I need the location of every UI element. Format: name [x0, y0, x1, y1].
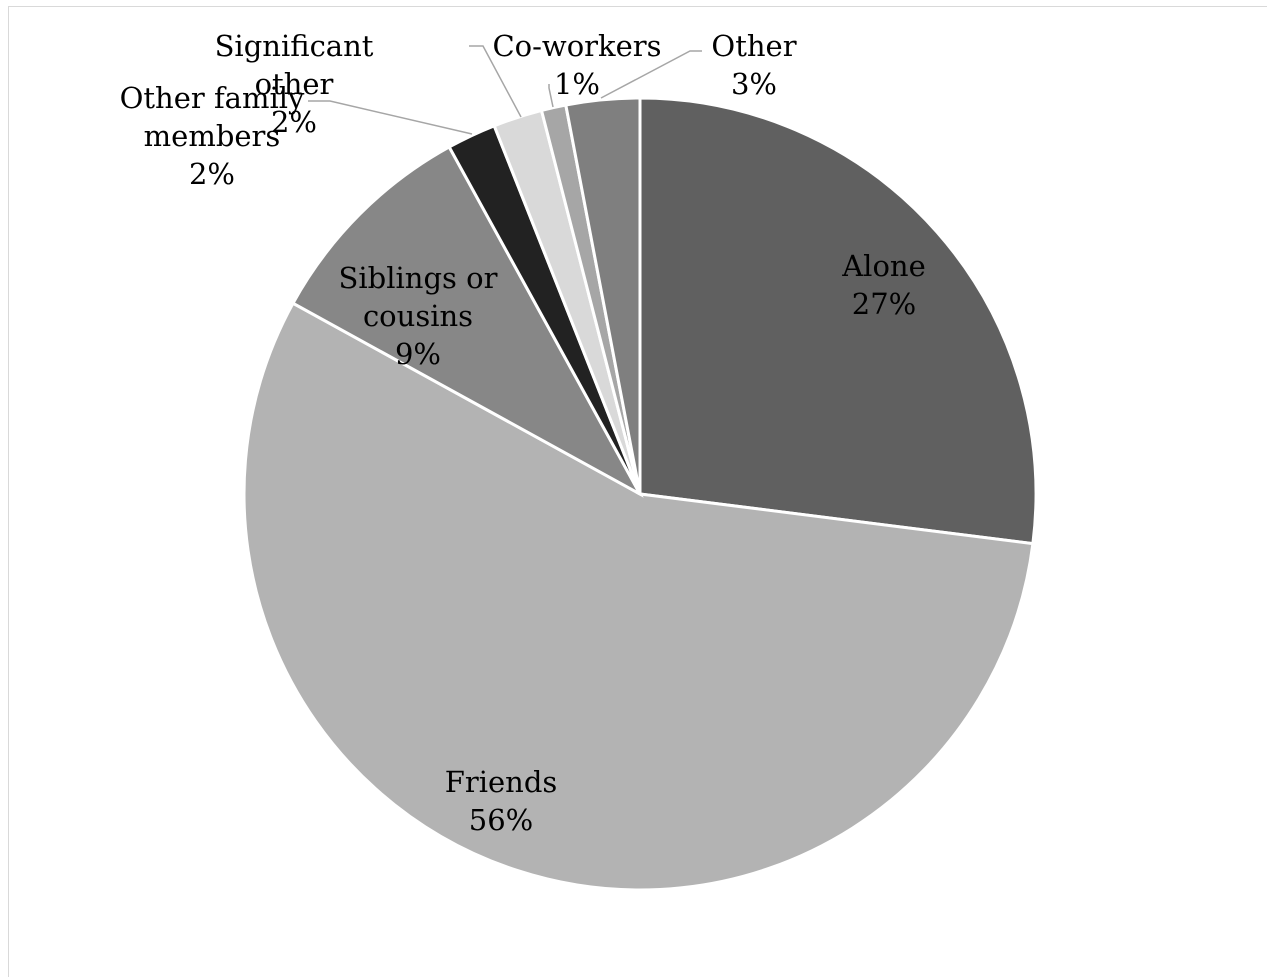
data-label-other-family-members: Other family members 2%	[120, 81, 305, 191]
data-labels: Alone 27% Friends 56% Siblings or cousins 9% Ot…	[120, 29, 926, 837]
data-label-co-workers: Co-workers 1%	[492, 29, 661, 101]
data-label-category: cousins	[363, 299, 473, 333]
data-label-category: Co-workers	[492, 29, 661, 63]
pie-slices	[242, 96, 1038, 892]
data-label-category: Other family	[120, 81, 305, 115]
data-label-category: Friends	[445, 765, 558, 799]
data-label-alone: Alone 27%	[841, 249, 926, 321]
pie-slice-friends	[242, 301, 1035, 892]
data-label-significant-other: Significant other 2%	[215, 29, 374, 139]
pie-slice-other	[564, 96, 642, 495]
data-label-value: 1%	[554, 67, 600, 101]
data-label-category: Other	[711, 29, 796, 63]
data-label-category: Alone	[841, 249, 926, 283]
data-label-other: Other 3%	[711, 29, 796, 101]
data-label-value: 9%	[395, 337, 441, 371]
data-label-value: 27%	[852, 287, 916, 321]
data-label-value: 56%	[469, 803, 533, 837]
chart-frame	[8, 6, 1267, 977]
leader-line-other	[600, 50, 702, 99]
data-label-category: Significant	[215, 29, 374, 63]
data-label-friends: Friends 56%	[445, 765, 558, 837]
data-label-value: 2%	[271, 105, 317, 139]
data-label-value: 2%	[189, 157, 235, 191]
pie-slice-siblings-or-cousins	[290, 144, 644, 498]
pie-slice-alone	[638, 96, 1038, 546]
data-label-category: members	[144, 119, 281, 153]
data-label-category: Siblings or	[339, 261, 498, 295]
leader-line-significant-other	[469, 45, 522, 118]
data-label-siblings-or-cousins: Siblings or cousins 9%	[339, 261, 498, 371]
data-label-category: other	[255, 67, 334, 101]
data-label-value: 3%	[731, 67, 777, 101]
leader-line-co-workers	[548, 84, 554, 108]
leader-lines	[308, 45, 702, 135]
leader-line-other-family-members	[308, 100, 473, 135]
